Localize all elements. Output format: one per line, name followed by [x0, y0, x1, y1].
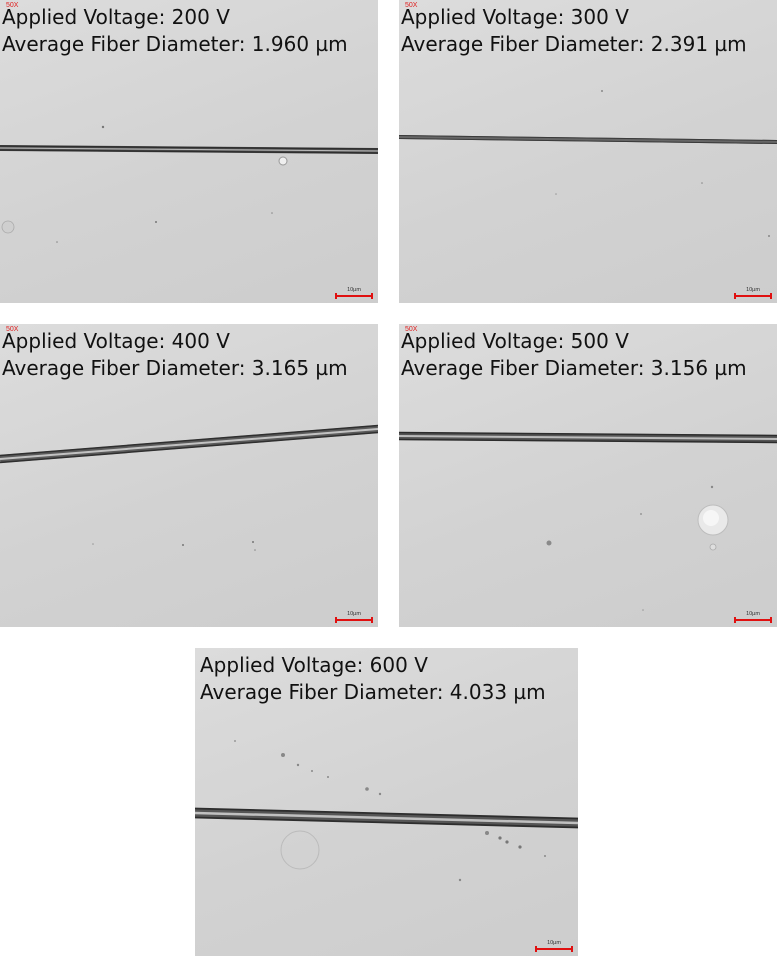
applied-voltage-text: Applied Voltage: 300 V: [401, 5, 629, 29]
fiber-image: [0, 125, 378, 243]
applied-voltage-text: Applied Voltage: 200 V: [2, 5, 230, 29]
scale-bar: 10µm: [335, 611, 373, 623]
panel-caption: Applied Voltage: 600 V Average Fiber Dia…: [200, 652, 546, 706]
scale-bar-line: [535, 946, 573, 952]
micrograph-panel-400v: 50X Applied Voltage: 400 V Average Fiber…: [0, 324, 378, 627]
scale-bar-label: 10µm: [547, 940, 561, 946]
applied-voltage-text: Applied Voltage: 600 V: [200, 653, 428, 677]
applied-voltage-text: Applied Voltage: 400 V: [2, 329, 230, 353]
fiber-diameter-text: Average Fiber Diameter: 3.165 µm: [2, 356, 348, 380]
fiber-diameter-text: Average Fiber Diameter: 1.960 µm: [2, 32, 348, 56]
scale-bar-label: 10µm: [347, 611, 361, 617]
scale-bar-label: 10µm: [746, 611, 760, 617]
scale-bar: 10µm: [335, 287, 373, 299]
magnification-label: 50X: [6, 326, 19, 333]
fiber-image: [195, 740, 578, 882]
scale-bar-line: [335, 293, 373, 299]
scale-bar-line: [734, 293, 772, 299]
panel-caption: Applied Voltage: 300 V Average Fiber Dia…: [401, 4, 747, 58]
scale-bar: 10µm: [734, 287, 772, 299]
panel-caption: Applied Voltage: 200 V Average Fiber Dia…: [2, 4, 348, 58]
magnification-label: 50X: [6, 2, 19, 9]
fiber-diameter-text: Average Fiber Diameter: 3.156 µm: [401, 356, 747, 380]
scale-bar-label: 10µm: [347, 287, 361, 293]
fiber-image: [399, 431, 777, 611]
scale-bar-label: 10µm: [746, 287, 760, 293]
panel-caption: Applied Voltage: 500 V Average Fiber Dia…: [401, 328, 747, 382]
scale-bar-line: [335, 617, 373, 623]
fiber-diameter-text: Average Fiber Diameter: 2.391 µm: [401, 32, 747, 56]
fiber-image: [0, 424, 378, 551]
scale-bar: 10µm: [535, 940, 573, 952]
scale-bar-line: [734, 617, 772, 623]
micrograph-panel-500v: 50X Applied Voltage: 500 V Average Fiber…: [399, 324, 777, 627]
magnification-label: 50X: [405, 326, 418, 333]
applied-voltage-text: Applied Voltage: 500 V: [401, 329, 629, 353]
scale-bar: 10µm: [734, 611, 772, 623]
fiber-image: [399, 50, 777, 237]
micrograph-panel-200v: 50X Applied Voltage: 200 V Average Fiber…: [0, 0, 378, 303]
panel-caption: Applied Voltage: 400 V Average Fiber Dia…: [2, 328, 348, 382]
fiber-diameter-text: Average Fiber Diameter: 4.033 µm: [200, 680, 546, 704]
micrograph-panel-300v: 50X Applied Voltage: 300 V Average Fiber…: [399, 0, 777, 303]
magnification-label: 50X: [405, 2, 418, 9]
micrograph-panel-600v: Applied Voltage: 600 V Average Fiber Dia…: [195, 648, 578, 956]
